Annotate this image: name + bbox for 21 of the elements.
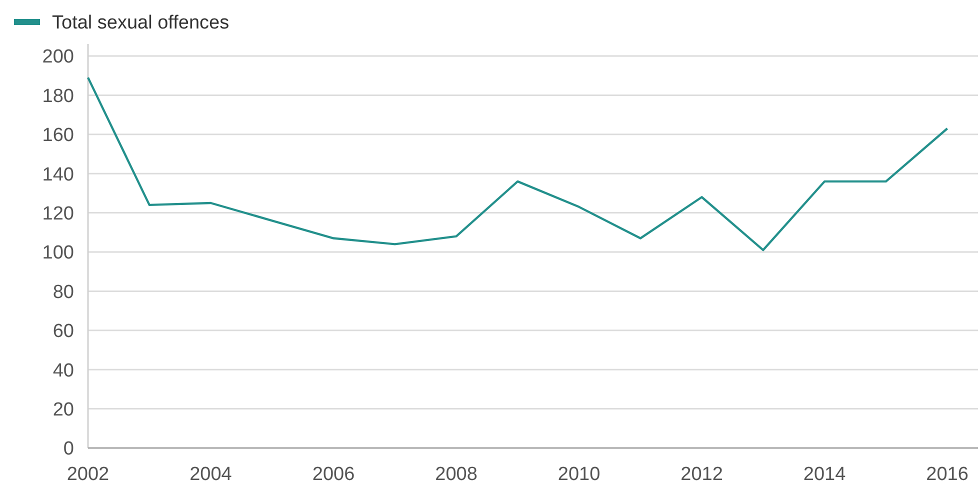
x-tick-label: 2014: [803, 464, 846, 485]
y-tick-label: 0: [63, 438, 74, 460]
y-tick-label: 140: [42, 164, 74, 186]
x-tick-label: 2006: [312, 464, 355, 485]
y-tick-label: 180: [42, 86, 74, 107]
x-tick-label: 2004: [190, 464, 232, 485]
y-tick-label: 120: [42, 203, 74, 224]
y-tick-label: 160: [42, 125, 74, 146]
y-tick-label: 200: [42, 46, 74, 68]
y-tick-label: 80: [52, 282, 74, 303]
x-tick-label: 2010: [558, 464, 600, 485]
line-series: [86, 76, 948, 252]
x-tick-label: 2008: [435, 464, 478, 485]
x-tick-label: 2002: [66, 464, 110, 485]
legend-label: Total sexual offences: [52, 12, 230, 34]
y-tick-label: 20: [52, 399, 74, 420]
x-tick-label: 2016: [926, 464, 968, 485]
y-tick-label: 60: [52, 321, 74, 342]
y-tick-label: 40: [52, 360, 74, 382]
x-tick-label: 2012: [680, 464, 723, 485]
y-tick-label: 100: [42, 242, 74, 264]
